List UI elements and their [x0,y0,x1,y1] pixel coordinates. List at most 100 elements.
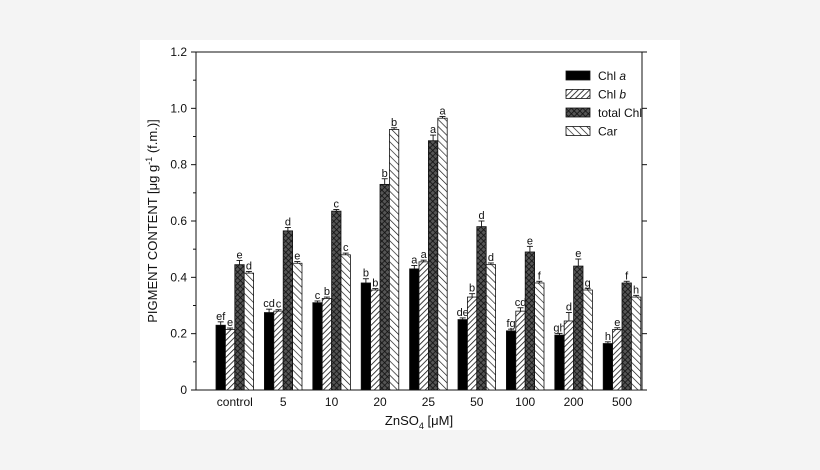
bar-significance-label: h [633,284,639,296]
bar-significance-label: e [227,317,233,329]
y-tick-label: 1.0 [170,101,187,115]
x-tick-label: 25 [422,395,436,409]
y-tick-label: 0.6 [170,214,187,228]
legend-label: Car [598,125,617,139]
bar-significance-label: c [343,242,349,254]
x-tick-label: control [217,395,253,409]
bar-significance-label: ef [216,311,226,323]
bar [427,140,439,391]
bar [331,210,342,391]
bar-significance-label: a [430,124,437,136]
bar [534,282,545,391]
bar [379,183,390,391]
x-tick-label: 50 [470,395,484,409]
bar [602,343,614,391]
bar-significance-label: d [246,260,252,272]
bar [524,251,536,391]
bar-significance-label: e [527,235,533,247]
bar [582,289,593,391]
bar-significance-label: f [625,270,629,282]
bar [312,302,323,391]
bar [505,330,517,391]
bar [612,329,623,391]
x-tick-label: 20 [373,395,387,409]
bar [563,320,575,391]
bar [554,334,565,391]
bar-significance-label: g [585,277,591,289]
y-axis-label: PIGMENT CONTENT [μg g-1 (f.m.)] [144,119,160,323]
bar [243,272,254,391]
bar [215,324,226,391]
legend-label: total Chl [598,106,642,120]
bar [360,282,372,391]
bar [224,329,236,391]
bar-significance-label: a [411,255,418,267]
bar-significance-label: a [421,249,428,261]
bar-significance-label: e [236,249,242,261]
x-tick-label: 200 [564,395,584,409]
bar [631,296,642,391]
bar [292,262,303,391]
bar [476,226,487,391]
y-tick-label: 1.2 [170,45,187,59]
bar-significance-label: c [276,299,282,311]
bar-significance-label: e [575,248,581,260]
legend-swatch [565,126,591,136]
x-tick-label: 10 [325,395,339,409]
bar [437,117,448,391]
bar-significance-label: c [334,198,340,210]
y-tick-label: 0.2 [170,327,187,341]
bar-significance-label: d [488,252,494,264]
bar-significance-label: b [391,117,397,129]
bar [388,129,400,391]
y-tick-label: 0 [180,383,187,397]
bar-significance-label: cd [515,297,527,309]
bar [409,268,420,391]
y-tick-label: 0.8 [170,158,187,172]
bar [515,310,526,391]
bar [234,264,245,391]
bar-significance-label: e [614,317,620,329]
bar [282,230,294,391]
bar-significance-label: a [439,106,446,118]
legend-swatch [565,70,591,81]
legend-label: Chl b [598,88,626,102]
bar [485,264,497,391]
bar-significance-label: h [605,331,611,343]
x-tick-label: 5 [280,395,287,409]
bar-significance-label: d [478,210,484,222]
bar-significance-label: d [285,216,291,228]
bar-significance-label: f [538,270,542,282]
bar [573,265,584,391]
legend-label: Chl a [598,69,626,83]
bar [340,254,351,391]
x-tick-label: 100 [515,395,535,409]
bar [370,289,381,391]
bar-significance-label: fg [507,318,516,330]
bar-significance-label: de [457,307,469,319]
bar [418,261,429,391]
x-tick-label: 500 [612,395,632,409]
x-axis-label: ZnSO4 [μM] [385,413,453,431]
bar [621,282,632,391]
bar-significance-label: e [294,251,300,263]
bar-significance-label: b [363,268,369,280]
bar [263,312,275,391]
bar-significance-label: b [324,286,330,298]
y-tick-label: 0.4 [170,270,187,284]
bar [273,310,284,391]
legend-swatch [565,89,591,99]
bar-significance-label: c [315,290,321,302]
bar-significance-label: b [372,278,378,290]
bar [466,296,478,391]
bar [457,319,468,391]
legend-swatch [565,107,591,118]
bar-significance-label: d [566,302,572,314]
bar [321,298,333,391]
bar-significance-label: b [469,283,475,295]
bar-significance-label: cd [263,298,275,310]
bar-significance-label: b [382,168,388,180]
bar-significance-label: gh [553,322,565,334]
